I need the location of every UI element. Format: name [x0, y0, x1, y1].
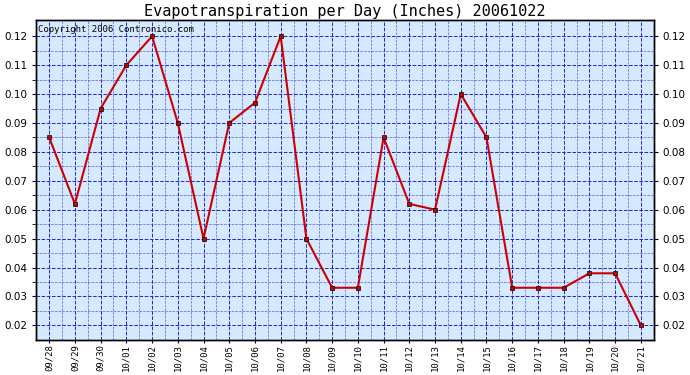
Text: Copyright 2006 Contronico.com: Copyright 2006 Contronico.com: [37, 25, 193, 34]
Title: Evapotranspiration per Day (Inches) 20061022: Evapotranspiration per Day (Inches) 2006…: [144, 4, 546, 19]
